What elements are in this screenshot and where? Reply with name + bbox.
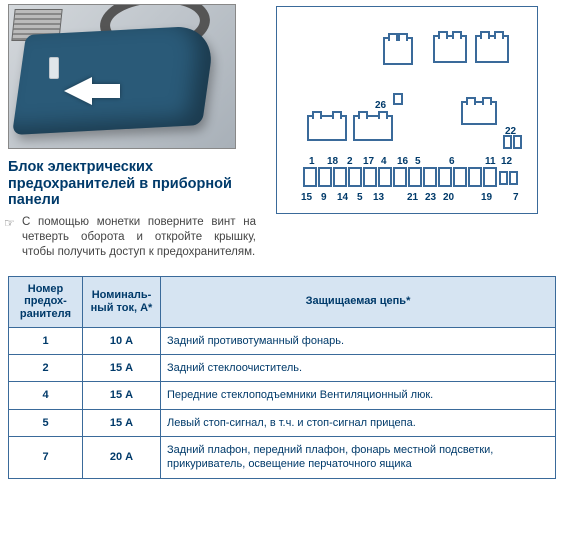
cell-fuse-number: 2 xyxy=(9,355,83,382)
cell-circuit: Задний плафон, передний плафон, фонарь м… xyxy=(161,436,556,478)
cell-amperage: 15 А xyxy=(83,409,161,436)
table-row: 720 АЗадний плафон, передний плафон, фон… xyxy=(9,436,556,478)
table-row: 515 АЛевый стоп-сигнал, в т.ч. и стоп-си… xyxy=(9,409,556,436)
header-circuit: Защищаемая цепь* xyxy=(161,276,556,327)
cell-fuse-number: 5 xyxy=(9,409,83,436)
cell-amperage: 20 А xyxy=(83,436,161,478)
table-header-row: Номер предох- ранителя Номиналь- ный ток… xyxy=(9,276,556,327)
cell-circuit: Задний противотуманный фонарь. xyxy=(161,327,556,354)
diagram-label: 23 xyxy=(425,191,436,204)
diagram-label: 13 xyxy=(373,191,384,204)
table-row: 215 АЗадний стеклоочиститель. xyxy=(9,355,556,382)
relay-block xyxy=(383,37,413,65)
relay-block xyxy=(433,35,467,63)
cell-amperage: 10 А xyxy=(83,327,161,354)
pointer-icon: ☞ xyxy=(4,216,15,232)
table-row: 110 АЗадний противотуманный фонарь. xyxy=(9,327,556,354)
left-column: Блок электрических предохранителей в при… xyxy=(8,4,256,260)
cell-circuit: Левый стоп-сигнал, в т.ч. и стоп-сигнал … xyxy=(161,409,556,436)
section-title: Блок электрических предохранителей в при… xyxy=(8,159,256,209)
header-amperage: Номиналь- ный ток, А* xyxy=(83,276,161,327)
cell-fuse-number: 1 xyxy=(9,327,83,354)
cell-fuse-number: 4 xyxy=(9,382,83,409)
diagram-label: 26 xyxy=(375,99,386,112)
dashboard-photo xyxy=(8,4,236,149)
diagram-label: 5 xyxy=(357,191,363,204)
mini-fuse-row xyxy=(499,171,518,185)
diagram-label: 7 xyxy=(513,191,519,204)
table-row: 415 АПередние стеклоподъемники Вентиляци… xyxy=(9,382,556,409)
header-fuse-number: Номер предох- ранителя xyxy=(9,276,83,327)
cell-circuit: Передние стеклоподъемники Вентиляционный… xyxy=(161,382,556,409)
cell-amperage: 15 А xyxy=(83,355,161,382)
cell-amperage: 15 А xyxy=(83,382,161,409)
right-column: 262211821741656111215914513212320197 xyxy=(276,4,562,260)
diagram-label: 15 xyxy=(301,191,312,204)
cell-circuit: Задний стеклоочиститель. xyxy=(161,355,556,382)
diagram-label: 21 xyxy=(407,191,418,204)
cell-fuse-number: 7 xyxy=(9,436,83,478)
diagram-label: 14 xyxy=(337,191,348,204)
arrow-icon xyxy=(64,77,92,105)
relay-block xyxy=(307,115,347,141)
diagram-label: 19 xyxy=(481,191,492,204)
diagram-label: 12 xyxy=(501,155,512,168)
fuse-diagram: 262211821741656111215914513212320197 xyxy=(276,6,538,214)
diagram-label: 9 xyxy=(321,191,327,204)
fuse-row xyxy=(303,167,497,187)
relay-block xyxy=(461,101,497,125)
relay-block xyxy=(353,115,393,141)
instruction-content: С помощью монетки поверните винт на четв… xyxy=(22,216,256,258)
top-section: Блок электрических предохранителей в при… xyxy=(0,0,570,260)
fuse-table: Номер предох- ранителя Номиналь- ный ток… xyxy=(8,276,556,479)
instruction-text: ☞ С помощью монетки поверните винт на че… xyxy=(8,215,256,260)
small-fuse xyxy=(393,93,403,105)
mini-fuse-row xyxy=(503,135,522,149)
relay-block xyxy=(475,35,509,63)
diagram-label: 20 xyxy=(443,191,454,204)
